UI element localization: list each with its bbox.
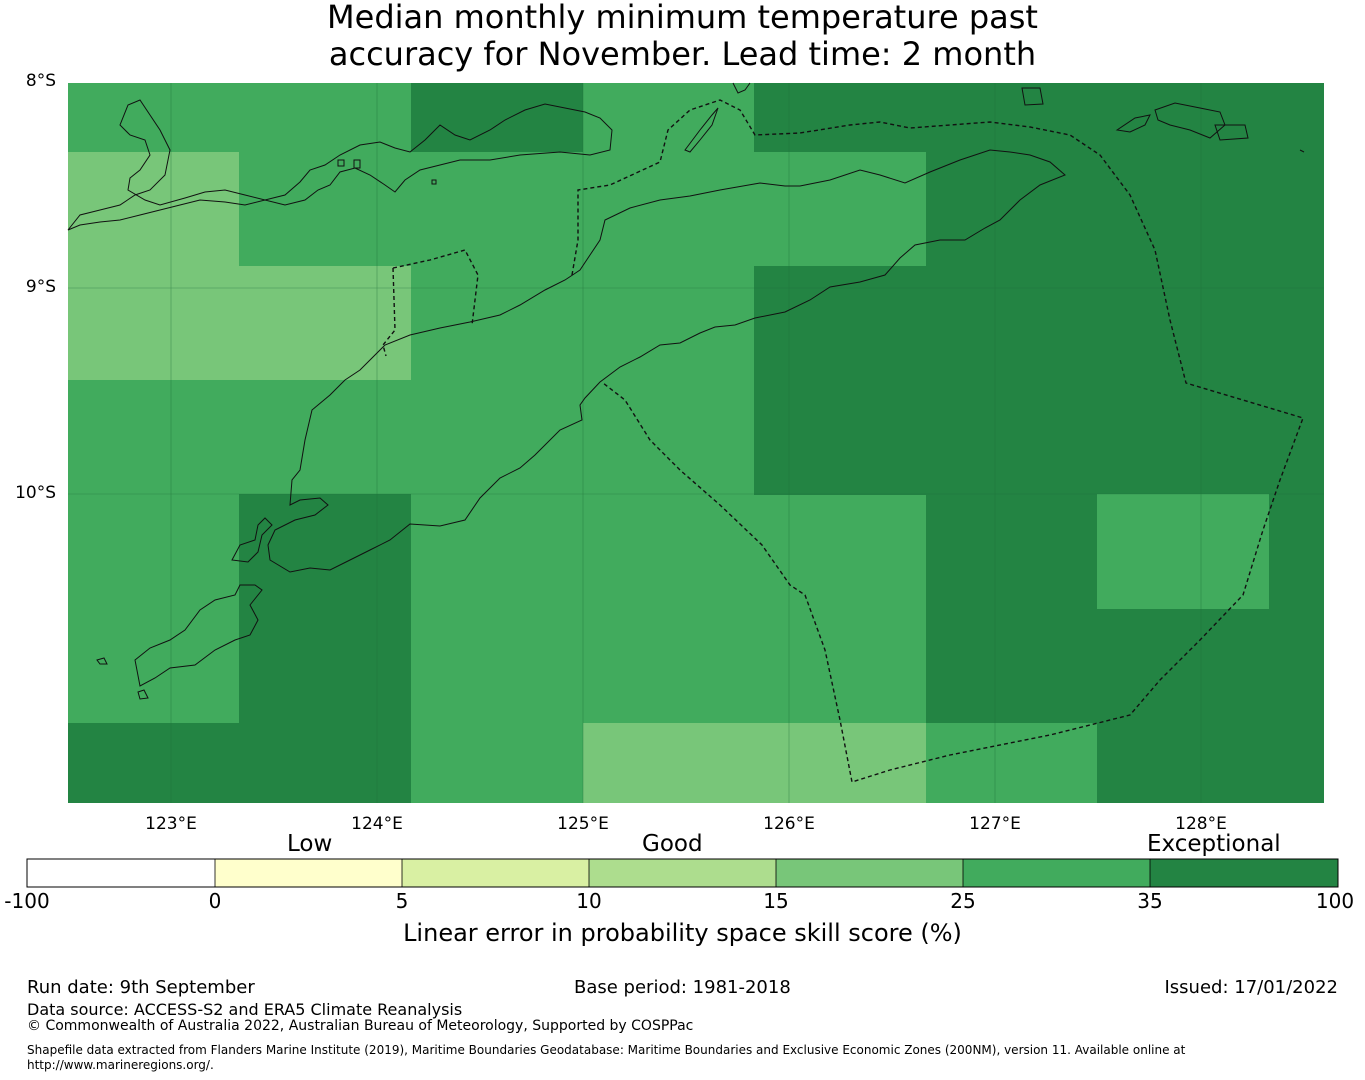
graticule [68, 83, 1324, 803]
legend-category-good: Good [642, 831, 703, 857]
islet-coastline [1299, 149, 1305, 153]
base-period: Base period: 1981-2018 [574, 977, 791, 998]
colorbar-segment [215, 859, 402, 887]
grid-cell [1097, 494, 1269, 609]
lon-label: 128°E [1175, 814, 1227, 834]
islet-coastline [96, 657, 108, 665]
islet-coastline [353, 159, 361, 169]
oecusse-boundary [392, 249, 479, 326]
flores-coastline [67, 99, 613, 231]
colorbar-tick: 25 [950, 889, 976, 913]
island-coastline [732, 82, 751, 94]
colorbar-segment [776, 859, 963, 887]
colorbar-outline [26, 858, 1339, 888]
islet-coastline [431, 179, 437, 185]
island-coastline [1021, 87, 1044, 106]
grid-cell [926, 723, 1097, 803]
data-source: Data source: ACCESS-S2 and ERA5 Climate … [27, 1000, 463, 1019]
wetar-coastline [1115, 114, 1151, 133]
colorbar-tick: -100 [4, 889, 50, 913]
colorbar-tick: 15 [763, 889, 789, 913]
grid-cell [754, 152, 926, 266]
colorbar-tick: 35 [1137, 889, 1163, 913]
issued-date: Issued: 17/01/2022 [1164, 977, 1338, 998]
oecusse-boundary-west [382, 267, 396, 357]
grid-cell [68, 723, 239, 803]
lat-label: 8°S [25, 71, 56, 91]
lon-label: 124°E [351, 814, 403, 834]
colorbar-tick: 10 [576, 889, 602, 913]
grid-cell [583, 723, 926, 803]
colorbar-segment [1150, 859, 1338, 887]
rote-coastline [134, 584, 263, 687]
atauro-coastline [684, 107, 719, 153]
legend-category-exceptional: Exceptional [1147, 831, 1281, 857]
lon-label: 127°E [969, 814, 1021, 834]
maritime-boundaries [382, 99, 1304, 783]
grid-cell [754, 266, 1324, 495]
timor-coastline [267, 149, 1066, 573]
run-date: Run date: 9th September [27, 977, 255, 998]
lon-label: 125°E [557, 814, 609, 834]
colorbar-segment [589, 859, 776, 887]
lon-label: 123°E [145, 814, 197, 834]
grid-cell [68, 152, 239, 380]
map-title-line-2: accuracy for November. Lead time: 2 mont… [328, 35, 1037, 73]
islet-coastline [337, 159, 345, 167]
grid-cell [411, 83, 583, 152]
colorbar-tick: 5 [395, 889, 409, 913]
copyright: © Commonwealth of Australia 2022, Austra… [27, 1018, 694, 1034]
island-coastline [231, 517, 273, 563]
timor-leste-eez [571, 99, 1304, 783]
map-title-line-1: Median monthly minimum temperature past [327, 0, 1038, 36]
coastlines [67, 82, 1305, 700]
island-coastline [1214, 124, 1249, 141]
colorbar-tick: 100 [1315, 889, 1355, 913]
colorbar-segment [27, 859, 215, 887]
lat-label: 9°S [25, 277, 56, 297]
grid-cell [1097, 723, 1324, 803]
lon-label: 126°E [763, 814, 815, 834]
islet-coastline [137, 689, 149, 700]
colorbar-label: Linear error in probability space skill … [403, 919, 962, 947]
colorbar-segment [963, 859, 1150, 887]
legend-category-low: Low [287, 831, 333, 857]
lat-label: 10°S [15, 483, 56, 503]
colorbar-segment [402, 859, 589, 887]
grid-cell [239, 266, 411, 380]
shapefile-credit: Shapefile data extracted from Flanders M… [27, 1043, 1186, 1072]
colorbar-tick: 0 [208, 889, 222, 913]
